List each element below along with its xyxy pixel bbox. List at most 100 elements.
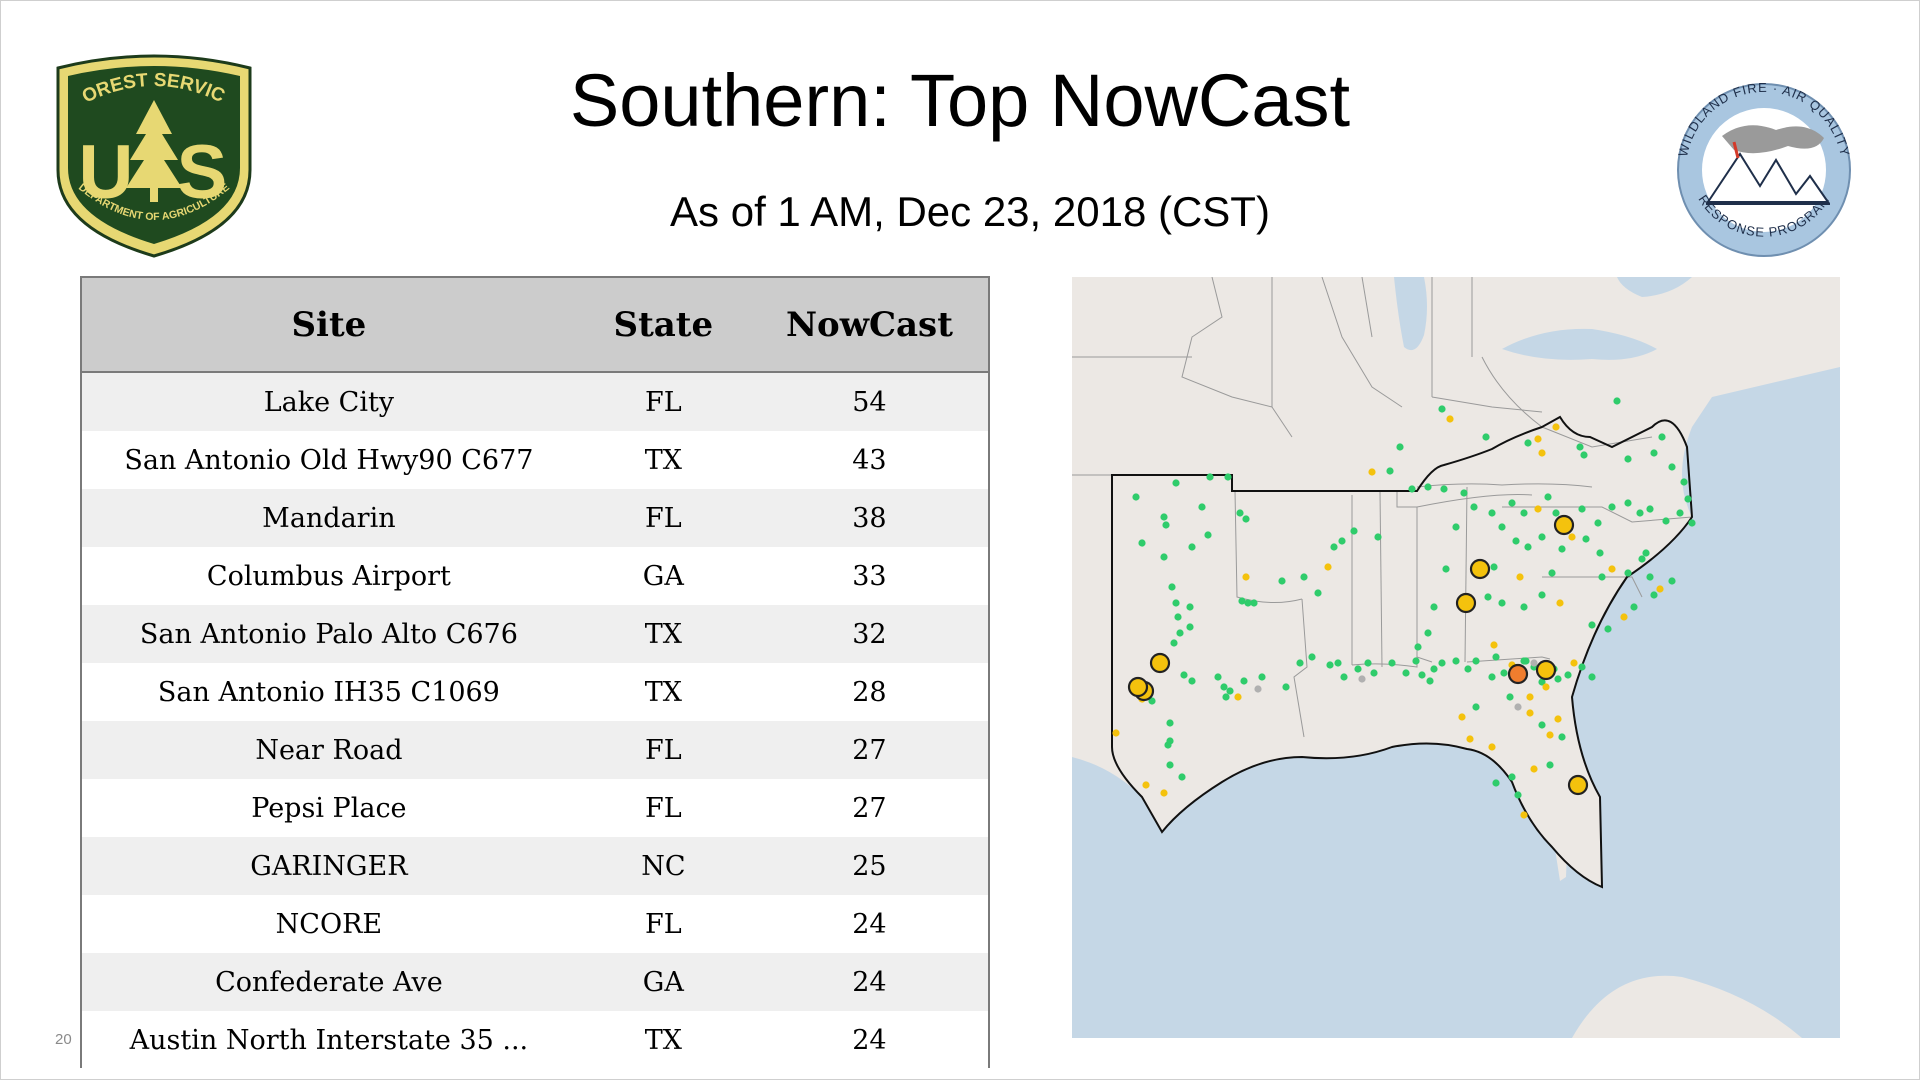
station-good-marker — [1364, 659, 1372, 667]
station-good-marker — [1624, 569, 1632, 577]
station-good-marker — [1258, 673, 1266, 681]
cell-state: FL — [645, 734, 682, 766]
water-gulf-atlantic — [1072, 367, 1840, 1038]
station-good-marker — [1588, 673, 1596, 681]
station-good-marker — [1512, 537, 1520, 545]
station-good-marker — [1538, 721, 1546, 729]
station-good-marker — [1168, 583, 1176, 591]
station-good-marker — [1538, 533, 1546, 541]
station-good-marker — [1176, 629, 1184, 637]
station-good-marker — [1296, 659, 1304, 667]
station-good-marker — [1472, 657, 1480, 665]
station-good-marker — [1548, 569, 1556, 577]
station-good-marker — [1588, 621, 1596, 629]
station-moderate-marker — [1556, 599, 1564, 607]
station-good-marker — [1452, 523, 1460, 531]
station-moderate-marker — [1466, 735, 1474, 743]
station-good-marker — [1642, 549, 1650, 557]
station-good-marker — [1226, 687, 1234, 695]
station-good-marker — [1166, 719, 1174, 727]
table-row: Austin North Interstate 35 ... TX 24 — [82, 1011, 988, 1069]
cell-site: Columbus Airport — [206, 560, 451, 592]
station-good-marker — [1524, 439, 1532, 447]
nowcast-table: Site State NowCast Lake City FL 54 San Ant… — [80, 276, 990, 1069]
station-good-marker — [1214, 673, 1222, 681]
southern-region-map — [1072, 277, 1840, 1038]
station-good-marker — [1172, 599, 1180, 607]
station-good-marker — [1386, 467, 1394, 475]
station-good-marker — [1506, 693, 1514, 701]
station-good-marker — [1472, 703, 1480, 711]
station-good-marker — [1668, 463, 1676, 471]
station-moderate-marker — [1526, 693, 1534, 701]
station-good-marker — [1508, 773, 1516, 781]
cell-site: Mandarin — [262, 502, 396, 534]
station-good-marker — [1186, 603, 1194, 611]
station-good-marker — [1222, 693, 1230, 701]
station-moderate-marker — [1567, 774, 1589, 796]
station-good-marker — [1178, 773, 1186, 781]
cuba — [1572, 975, 1802, 1038]
svg-text:S: S — [177, 130, 228, 215]
station-good-marker — [1668, 577, 1676, 585]
cell-nowcast: 54 — [852, 386, 887, 418]
station-good-marker — [1418, 671, 1426, 679]
station-moderate-marker — [1570, 659, 1578, 667]
table-row: San Antonio IH35 C1069 TX 28 — [82, 663, 988, 721]
station-good-marker — [1424, 629, 1432, 637]
station-good-marker — [1430, 603, 1438, 611]
station-good-marker — [1546, 761, 1554, 769]
station-good-marker — [1238, 597, 1246, 605]
station-good-marker — [1558, 733, 1566, 741]
cell-state: GA — [642, 560, 684, 592]
station-moderate-marker — [1490, 641, 1498, 649]
station-good-marker — [1582, 535, 1590, 543]
station-moderate-marker — [1554, 715, 1562, 723]
cell-site: Austin North Interstate 35 ... — [129, 1024, 529, 1056]
station-nodata-marker — [1254, 685, 1262, 693]
station-good-marker — [1636, 509, 1644, 517]
station-good-marker — [1498, 523, 1506, 531]
station-good-marker — [1242, 515, 1250, 523]
station-good-marker — [1594, 519, 1602, 527]
station-good-marker — [1278, 577, 1286, 585]
station-good-marker — [1160, 553, 1168, 561]
station-good-marker — [1544, 493, 1552, 501]
station-good-marker — [1334, 659, 1342, 667]
station-good-marker — [1492, 779, 1500, 787]
station-good-marker — [1350, 527, 1358, 535]
station-good-marker — [1452, 657, 1460, 665]
station-good-marker — [1206, 473, 1214, 481]
cell-nowcast: 24 — [852, 908, 887, 940]
station-good-marker — [1412, 657, 1420, 665]
station-moderate-marker — [1568, 533, 1576, 541]
station-moderate-marker — [1535, 659, 1557, 681]
station-good-marker — [1552, 509, 1560, 517]
cell-site: Near Road — [255, 734, 403, 766]
region-outline — [1111, 415, 1694, 889]
cell-state: GA — [642, 966, 684, 998]
station-moderate-marker — [1534, 435, 1542, 443]
station-good-marker — [1414, 643, 1422, 651]
station-good-marker — [1646, 505, 1654, 513]
station-good-marker — [1408, 485, 1416, 493]
station-good-marker — [1338, 537, 1346, 545]
station-nodata-marker — [1530, 659, 1538, 667]
slide-subtitle: As of 1 AM, Dec 23, 2018 (CST) — [670, 188, 1270, 235]
station-good-marker — [1438, 405, 1446, 413]
station-good-marker — [1538, 591, 1546, 599]
station-good-marker — [1166, 761, 1174, 769]
cell-state: FL — [645, 386, 682, 418]
cell-nowcast: 38 — [852, 502, 887, 534]
station-moderate-marker — [1368, 468, 1376, 476]
cell-state: TX — [644, 618, 682, 650]
station-good-marker — [1482, 433, 1490, 441]
station-good-marker — [1388, 659, 1396, 667]
station-nodata-marker — [1358, 675, 1366, 683]
station-good-marker — [1188, 543, 1196, 551]
station-moderate-marker — [1446, 415, 1454, 423]
cell-site: GARINGER — [250, 850, 408, 882]
station-good-marker — [1490, 563, 1498, 571]
station-good-marker — [1138, 539, 1146, 547]
station-good-marker — [1314, 589, 1322, 597]
